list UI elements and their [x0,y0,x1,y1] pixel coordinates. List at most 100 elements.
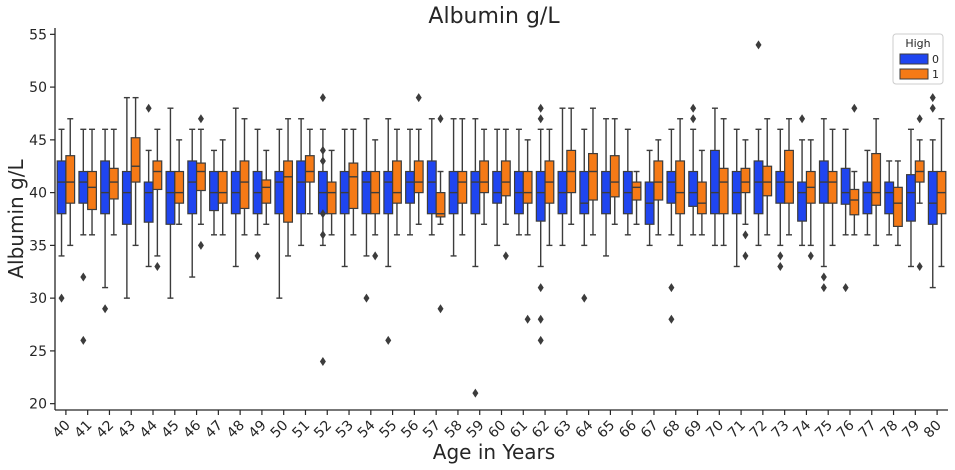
x-tick-label: 52 [311,418,335,442]
box-iqr [775,170,786,204]
box-67-series-1 [653,139,664,236]
box-68-series-0 [666,128,677,324]
x-tick-label: 41 [72,418,96,442]
box-50-series-0 [274,128,285,299]
box-iqr [871,152,882,206]
box-42-series-1 [108,128,119,236]
x-tick-label: 50 [268,418,292,442]
box-40-series-1 [65,118,76,247]
outlier-point [799,114,806,124]
box-48-series-0 [230,107,241,268]
outlier-point [807,251,814,261]
x-tick-label: 54 [355,417,379,441]
box-iqr [152,160,163,191]
box-60-series-1 [500,128,511,261]
y-tick-label: 30 [29,291,47,307]
box-iqr [609,155,620,198]
outlier-point [372,251,379,261]
x-tick-label: 57 [420,418,444,442]
x-tick-label: 45 [159,418,183,442]
x-tick-label: 53 [333,418,357,442]
box-74-series-0 [797,114,808,247]
box-79-series-0 [906,128,916,268]
box-58-series-1 [457,118,468,236]
x-tick-label: 67 [638,418,662,442]
x-tick-label: 44 [137,417,161,441]
x-tick-label: 76 [834,417,858,441]
box-iqr [261,179,272,204]
box-74-series-1 [805,139,816,261]
outlier-point [690,114,697,124]
box-40-series-0 [56,128,67,303]
x-tick-label: 71 [725,418,749,442]
box-45-series-0 [165,107,176,299]
box-iqr [740,167,751,194]
outlier-point [145,103,152,113]
box-65-series-1 [609,118,620,225]
outlier-point [437,114,444,124]
chart-title: Albumin g/L [428,4,560,29]
outlier-point [319,209,326,219]
outlier-point [842,283,849,293]
box-iqr [304,155,315,183]
box-iqr [522,170,533,204]
outlier-point [58,293,65,303]
box-iqr [753,160,764,215]
box-77-series-0 [862,149,873,236]
box-41-series-1 [87,128,97,236]
x-tick-label: 58 [442,418,466,442]
box-57-series-0 [426,118,437,236]
box-46-series-0 [187,128,198,278]
box-iqr [383,170,394,215]
x-tick-label: 75 [812,418,836,442]
outlier-point [385,335,392,345]
outlier-point [916,261,923,271]
box-64-series-0 [579,128,590,303]
box-52-series-0 [317,93,328,366]
box-iqr [108,167,119,200]
box-iqr [348,162,359,210]
box-iqr [718,167,729,215]
box-iqr [391,160,402,204]
box-iqr [479,160,490,194]
x-tick-label: 73 [769,418,793,442]
box-iqr [239,160,250,210]
x-tick-label: 70 [703,418,727,442]
outlier-point [916,114,923,124]
box-iqr [100,160,111,215]
box-iqr [187,160,198,215]
outlier-point [537,114,544,124]
legend: High 0 1 [892,33,944,85]
outlier-point [415,93,422,103]
box-44-series-0 [143,103,154,268]
outlier-point [319,356,326,366]
x-tick-label: 60 [485,418,509,442]
outlier-point [537,283,544,293]
outlier-point [742,251,749,261]
box-44-series-1 [152,128,163,271]
box-54-series-1 [370,139,381,261]
box-62-series-1 [544,128,555,247]
x-tick-label: 64 [573,417,597,441]
box-iqr [65,155,76,204]
box-72-series-0 [753,40,764,247]
box-69-series-1 [696,149,707,236]
box-54-series-0 [361,118,372,303]
x-tick-label: 48 [224,418,248,442]
box-73-series-1 [784,118,794,236]
x-tick-label: 46 [180,417,204,441]
box-iqr [130,137,141,183]
box-iqr [797,181,808,222]
y-axis-title: Albumin g/L [4,159,28,279]
outlier-point [472,388,479,398]
legend-label-series-1: 1 [932,68,939,81]
box-66-series-1 [631,170,642,225]
box-64-series-1 [588,107,598,236]
box-iqr [87,170,97,211]
box-59-series-1 [479,128,490,225]
box-80-series-1 [936,118,947,268]
y-tick-label: 35 [29,238,47,254]
outlier-point [197,114,204,124]
outlier-point [524,314,531,324]
box-iqr [688,170,699,207]
